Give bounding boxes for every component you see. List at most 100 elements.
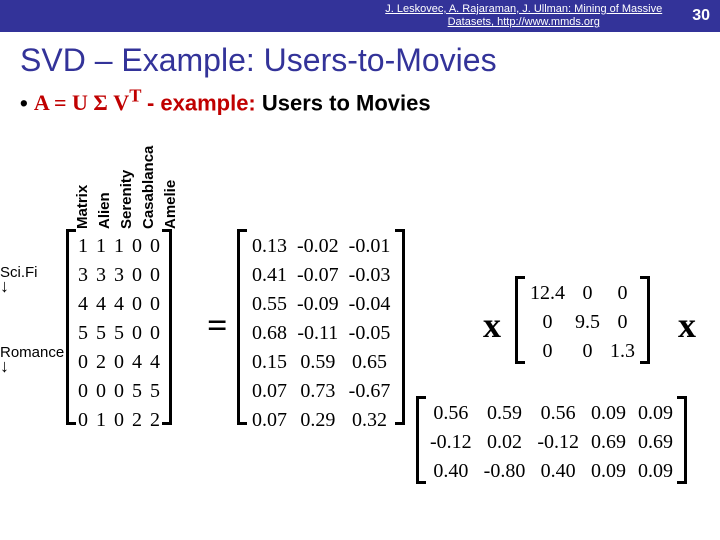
matrix-cell: -0.12: [424, 428, 478, 457]
matrix-cell: -0.67: [344, 377, 396, 406]
matrix-cell: 0.29: [292, 406, 344, 435]
matrix-cell: 0.40: [424, 457, 478, 486]
matrix-cell: 0.32: [344, 406, 396, 435]
matrix-cell: 5: [110, 319, 128, 348]
matrix-a: 11100333004440055500020440005501022: [74, 232, 164, 435]
matrix-cell: 3: [74, 261, 92, 290]
matrix-cell: 0: [92, 377, 110, 406]
bracket-left: [237, 229, 247, 425]
cite-line-1: J. Leskovec, A. Rajaraman, J. Ullman: Mi…: [385, 3, 662, 16]
multiply-sign-2: x: [678, 304, 696, 346]
matrix-cell: 0: [74, 406, 92, 435]
matrix-cell: -0.11: [292, 319, 344, 348]
content-area: Matrix Alien Serenity Casablanca Amelie …: [0, 124, 720, 534]
matrix-cell: 0.68: [247, 319, 292, 348]
matrix-cell: 1: [74, 232, 92, 261]
matrix-cell: 0.09: [632, 457, 679, 486]
arrow-down-icon: ↓: [0, 281, 64, 292]
matrix-cell: -0.05: [344, 319, 396, 348]
matrix-cell: 0: [525, 308, 570, 337]
column-labels: Matrix Alien Serenity Casablanca Amelie: [74, 124, 184, 229]
matrix-u: 0.13-0.02-0.010.41-0.07-0.030.55-0.09-0.…: [247, 232, 395, 435]
matrix-cell: 0: [74, 377, 92, 406]
matrix-cell: 0.40: [531, 457, 585, 486]
matrix-cell: 0.69: [585, 428, 632, 457]
label-romance: Romance: [0, 344, 64, 361]
matrix-cell: 0: [128, 261, 146, 290]
bracket-right: [677, 396, 687, 484]
bracket-right: [395, 229, 405, 425]
matrix-cell: 0.41: [247, 261, 292, 290]
matrix-cell: 0.09: [585, 457, 632, 486]
col-serenity: Serenity: [118, 124, 140, 229]
col-matrix: Matrix: [74, 124, 96, 229]
matrix-cell: 4: [128, 348, 146, 377]
matrix-cell: 1: [92, 406, 110, 435]
matrix-cell: 0.56: [424, 399, 478, 428]
matrix-cell: 3: [92, 261, 110, 290]
matrix-cell: 5: [74, 319, 92, 348]
matrix-cell: 9.5: [570, 308, 605, 337]
matrix-cell: 0: [110, 377, 128, 406]
row-labels: Sci.Fi ↓ Romance ↓: [0, 264, 64, 372]
matrix-cell: 5: [92, 319, 110, 348]
arrow-down-icon: ↓: [0, 361, 64, 372]
matrix-cell: 0.59: [478, 399, 532, 428]
header-citation: J. Leskovec, A. Rajaraman, J. Ullman: Mi…: [385, 3, 662, 29]
subtitle-black: Users to Movies: [256, 90, 431, 115]
matrix-cell: 1: [110, 232, 128, 261]
matrix-cell: 0: [605, 308, 640, 337]
matrix-cell: 0: [110, 348, 128, 377]
matrix-cell: 0: [525, 337, 570, 366]
matrix-cell: -0.02: [292, 232, 344, 261]
subtitle: • A = U Σ VT - example: Users to Movies: [0, 84, 720, 124]
formula-base: A = U Σ V: [34, 90, 129, 115]
matrix-cell: 0.07: [247, 377, 292, 406]
matrix-cell: 12.4: [525, 279, 570, 308]
matrix-cell: 4: [110, 290, 128, 319]
formula-text: A = U Σ VT: [34, 90, 147, 115]
matrix-cell: -0.09: [292, 290, 344, 319]
matrix-cell: 0.59: [292, 348, 344, 377]
header-bar: J. Leskovec, A. Rajaraman, J. Ullman: Mi…: [0, 0, 720, 32]
equals-sign: =: [207, 304, 228, 346]
matrix-cell: 0: [605, 279, 640, 308]
matrix-cell: 0.07: [247, 406, 292, 435]
matrix-cell: 0.55: [247, 290, 292, 319]
page-title: SVD – Example: Users-to-Movies: [0, 32, 720, 84]
matrix-cell: 3: [110, 261, 128, 290]
col-casablanca: Casablanca: [140, 124, 162, 229]
matrix-cell: 2: [128, 406, 146, 435]
matrix-cell: 2: [92, 348, 110, 377]
matrix-cell: 5: [128, 377, 146, 406]
slide-number: 30: [692, 7, 710, 25]
matrix-cell: 0.65: [344, 348, 396, 377]
bracket-left: [416, 396, 426, 484]
matrix-cell: 0.15: [247, 348, 292, 377]
matrix-cell: 0: [570, 279, 605, 308]
matrix-v: 0.560.590.560.090.09-0.120.02-0.120.690.…: [424, 399, 679, 486]
matrix-cell: 0.73: [292, 377, 344, 406]
matrix-cell: 0: [128, 232, 146, 261]
matrix-cell: -0.04: [344, 290, 396, 319]
matrix-cell: 1.3: [605, 337, 640, 366]
matrix-cell: 0: [74, 348, 92, 377]
bracket-left: [515, 276, 525, 364]
matrix-sigma: 12.40009.50001.3: [525, 279, 640, 366]
matrix-cell: -0.03: [344, 261, 396, 290]
bracket-right: [640, 276, 650, 364]
matrix-cell: 0.02: [478, 428, 532, 457]
matrix-cell: -0.12: [531, 428, 585, 457]
matrix-cell: 1: [92, 232, 110, 261]
matrix-cell: 0: [128, 319, 146, 348]
matrix-cell: 4: [74, 290, 92, 319]
multiply-sign-1: x: [483, 304, 501, 346]
matrix-cell: 0.56: [531, 399, 585, 428]
cite-line-2: Datasets, http://www.mmds.org: [385, 16, 662, 29]
matrix-cell: 0.09: [632, 399, 679, 428]
col-alien: Alien: [96, 124, 118, 229]
matrix-cell: 0.13: [247, 232, 292, 261]
bracket-left: [66, 229, 76, 425]
matrix-cell: -0.01: [344, 232, 396, 261]
bracket-right: [162, 229, 172, 425]
